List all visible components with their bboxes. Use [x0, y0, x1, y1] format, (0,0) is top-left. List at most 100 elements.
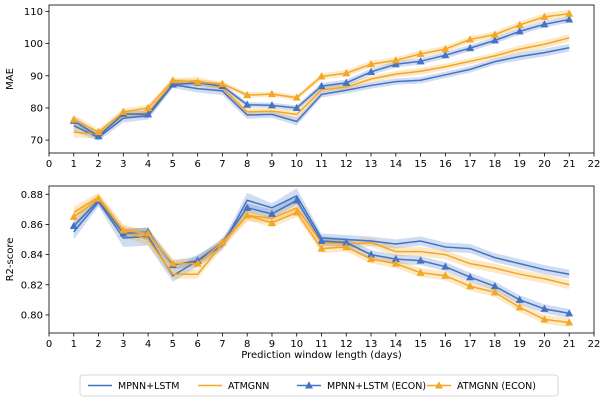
r2-x-tick-label: 2: [95, 339, 101, 350]
legend-triangle-marker: [435, 381, 443, 389]
r2-data-point: [515, 303, 524, 311]
mae-x-tick-label: 5: [170, 159, 176, 170]
mae-x-tick-label: 12: [340, 159, 353, 170]
r2-x-tick-label: 12: [340, 339, 353, 350]
mae-data-point: [292, 93, 301, 101]
r2-data-point: [292, 196, 301, 204]
r2-data-point: [490, 282, 499, 290]
mae-data-point: [391, 60, 400, 68]
mae-data-point: [367, 67, 376, 75]
mae-x-tick-label: 18: [489, 159, 502, 170]
legend-label: MPNN+LSTM (ECON): [327, 381, 426, 392]
r2-data-point: [144, 229, 153, 237]
mae-data-point: [218, 79, 227, 87]
r2-data-point: [94, 194, 103, 202]
mae-data-point: [243, 90, 252, 99]
mae-data-point: [342, 69, 351, 77]
mae-x-tick-label: 14: [389, 159, 402, 170]
r2-data-point: [243, 203, 252, 211]
r2-data-point: [342, 242, 351, 251]
r2-data-point: [168, 259, 177, 267]
mae-panel: 0 1 2 3 4 5 6 7 8 9 10 11 12 13 14 15 16 17 18 19 20 21 227080…: [5, 4, 600, 170]
mae-x-tick-label: 0: [46, 159, 52, 170]
mae-x-tick-label: 6: [194, 159, 200, 170]
r2-data-point: [218, 238, 227, 246]
r2-x-tick-label: 9: [269, 339, 275, 350]
legend-item: MPNN+LSTM: [88, 381, 179, 392]
legend-item: ATMGNN (ECON): [427, 381, 536, 392]
mae-y-tick-label: 110: [24, 7, 43, 18]
mae-data-point: [416, 49, 425, 57]
mae-series-line: [73, 37, 570, 136]
mae-data-point: [317, 81, 326, 90]
mae-data-point: [466, 43, 475, 52]
r2-y-tick-label: 0.80: [21, 310, 43, 321]
r2-x-tick-label: 21: [563, 339, 576, 350]
mae-data-point: [144, 103, 153, 111]
x-axis-title: Prediction window length (days): [241, 350, 402, 361]
r2-data-point: [466, 273, 475, 281]
r2-data-point: [441, 262, 450, 270]
r2-data-point: [342, 238, 351, 246]
mae-x-tick-label: 1: [71, 159, 77, 170]
legend-label: MPNN+LSTM: [118, 381, 179, 392]
r2-data-point: [416, 256, 425, 264]
mae-data-point: [466, 35, 475, 43]
r2-x-tick-label: 6: [194, 339, 200, 350]
r2-x-tick-label: 10: [290, 339, 303, 350]
mae-x-tick-label: 4: [145, 159, 151, 170]
r2-data-point: [367, 254, 376, 263]
r2-x-tick-label: 20: [538, 339, 551, 350]
mae-axes-frame: [48, 4, 595, 154]
r2-data-point: [490, 288, 499, 296]
mae-x-tick-label: 15: [414, 159, 427, 170]
mae-x-tick-label: 16: [439, 159, 452, 170]
r2-y-tick-label: 0.86: [21, 220, 43, 231]
mae-data-point: [441, 44, 450, 53]
mae-data-point: [243, 100, 252, 108]
mae-data-point: [540, 12, 549, 20]
mae-x-tick-label: 21: [563, 159, 576, 170]
r2-data-point: [317, 236, 326, 245]
r2-data-point: [193, 259, 202, 267]
r2-x-tick-label: 19: [513, 339, 526, 350]
r2-x-tick-label: 11: [315, 339, 328, 350]
r2-data-point: [515, 295, 524, 303]
r2-y-tick-label: 0.82: [21, 280, 43, 291]
mae-data-point: [317, 72, 326, 80]
r2-x-tick-label: 7: [219, 339, 225, 350]
r2-panel: 0 1 2 3 4 5 6 7 8 9 10 11 12 13 14 15 16 17 18 19 20 21 220.80…: [5, 185, 601, 350]
r2-data-point: [243, 211, 252, 219]
mae-data-point: [119, 107, 128, 115]
legend-label: ATMGNN: [228, 381, 269, 392]
mae-y-tick-label: 90: [30, 71, 43, 82]
mae-data-point: [515, 27, 524, 35]
r2-x-tick-label: 4: [145, 339, 151, 350]
mae-x-tick-label: 3: [120, 159, 126, 170]
r2-data-point: [317, 244, 326, 252]
r2-x-tick-label: 22: [588, 339, 601, 350]
r2-data-point: [540, 315, 549, 323]
mae-data-point: [193, 78, 202, 86]
mae-data-point: [416, 57, 425, 65]
legend-label: ATMGNN (ECON): [457, 381, 536, 392]
mae-y-axis-title: MAE: [5, 68, 16, 90]
mae-y-tick-label: 80: [30, 103, 43, 114]
r2-x-tick-label: 0: [46, 339, 52, 350]
mae-data-point: [342, 78, 351, 86]
mae-x-tick-label: 17: [464, 159, 477, 170]
r2-y-tick-label: 0.88: [21, 190, 43, 201]
r2-y-tick-label: 0.84: [21, 250, 43, 261]
r2-data-point: [267, 218, 276, 226]
mae-data-point: [292, 103, 301, 111]
r2-y-axis-title: R2-score: [5, 238, 16, 282]
legend: MPNN+LSTM ATMGNN MPNN+LSTM (ECON) ATMGNN (E…: [79, 374, 559, 397]
r2-data-point: [267, 209, 276, 217]
r2-data-point: [69, 212, 78, 220]
mae-data-point: [565, 9, 574, 17]
r2-axes-frame: [48, 185, 595, 334]
legend-item: ATMGNN: [198, 381, 269, 392]
mae-data-point: [94, 127, 103, 136]
r2-data-point: [416, 268, 425, 276]
